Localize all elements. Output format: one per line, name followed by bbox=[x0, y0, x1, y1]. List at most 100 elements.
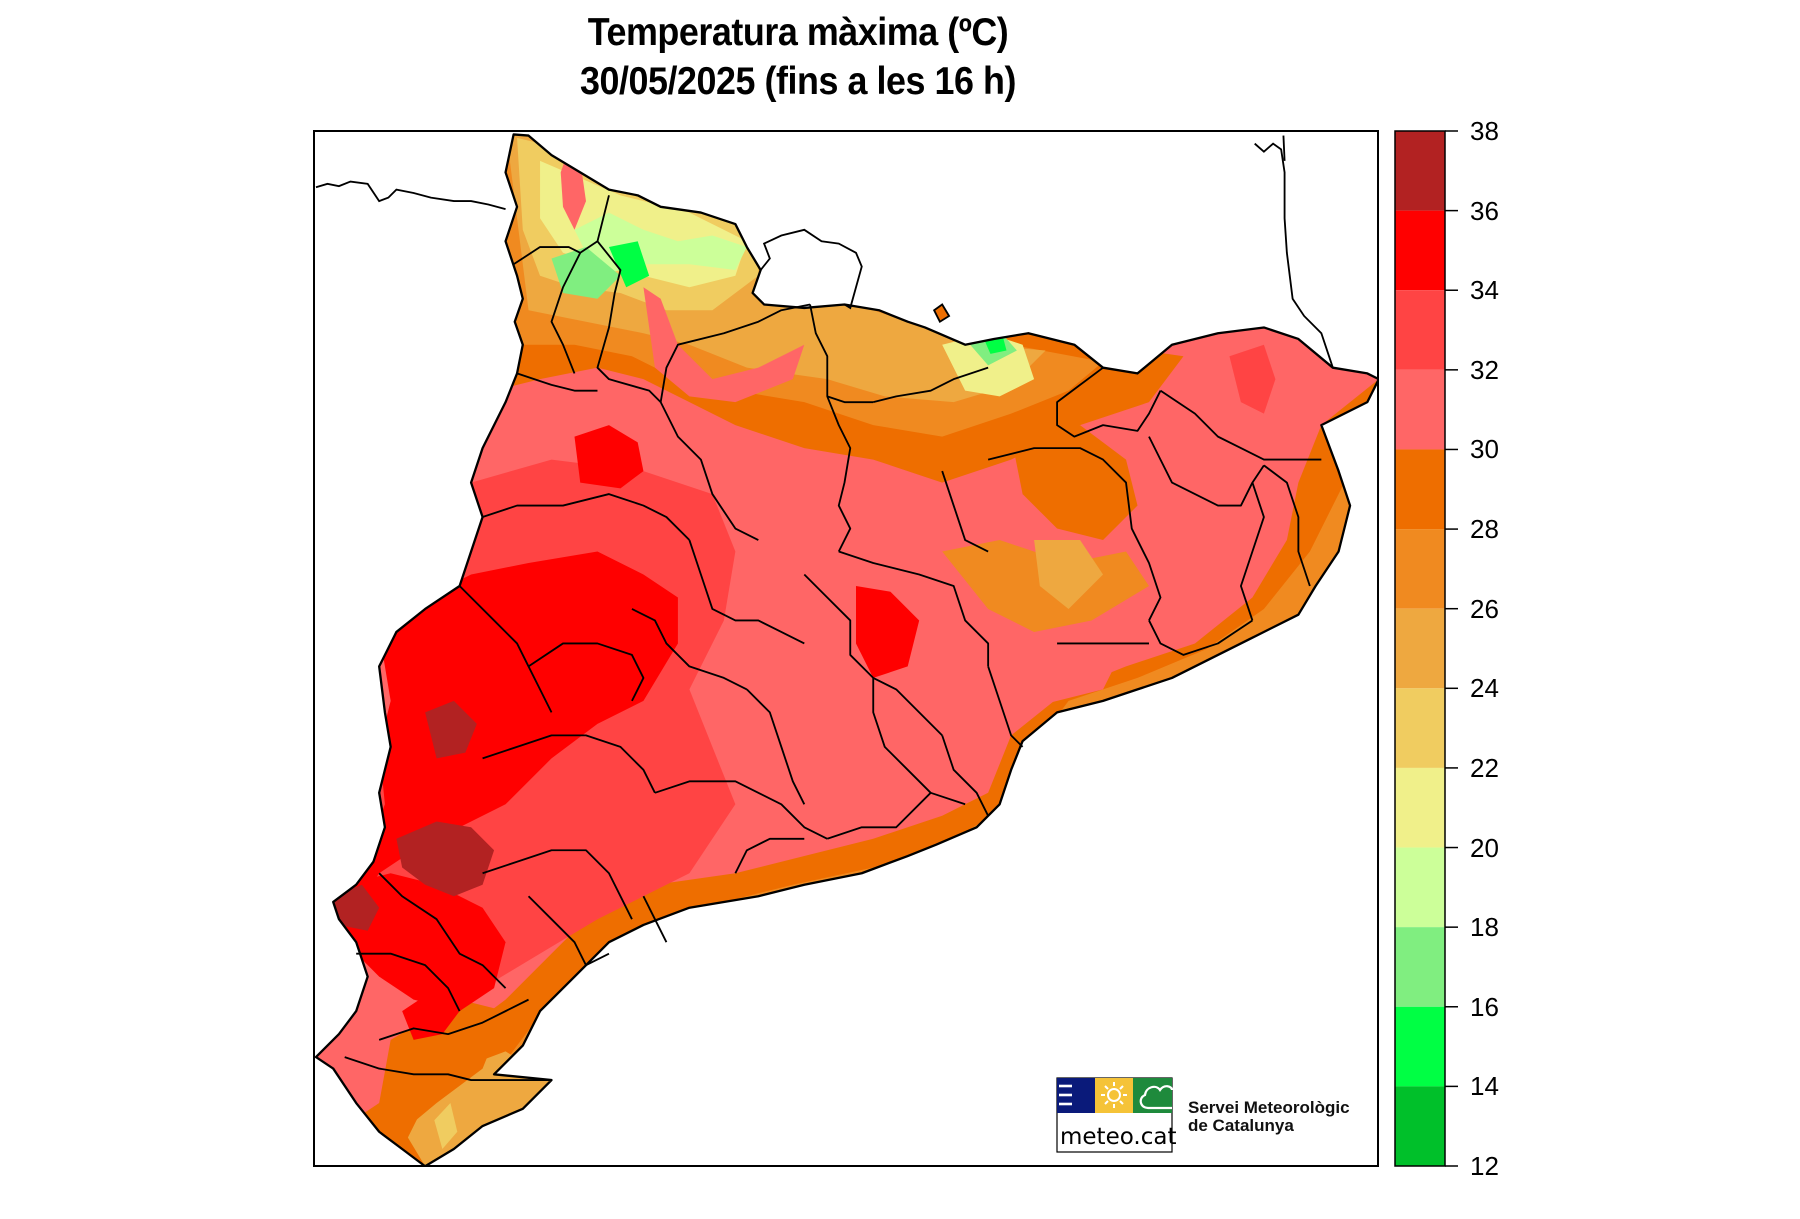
border-baix-camp bbox=[527, 895, 610, 967]
border-pla-urgell bbox=[528, 642, 645, 702]
border-girones bbox=[1148, 436, 1265, 507]
border-urgell bbox=[631, 608, 748, 691]
border-anoia bbox=[803, 573, 943, 737]
border-garrotxa bbox=[1056, 366, 1162, 438]
sun-icon bbox=[1101, 1082, 1127, 1108]
map-layer bbox=[314, 133, 1378, 1166]
map-subtitle: 30/05/2025 (fins a les 16 h) bbox=[580, 60, 1016, 103]
border-alt-urgell bbox=[659, 303, 811, 403]
meteocat-logo bbox=[1056, 1077, 1174, 1153]
colorbar-bin-26-28 bbox=[1395, 529, 1445, 609]
colorbar-tick-label: 26 bbox=[1470, 593, 1499, 624]
border-maresme bbox=[1148, 619, 1253, 656]
colorbar-tick-label: 30 bbox=[1470, 434, 1499, 465]
zone-montseny-orange bbox=[1034, 540, 1104, 609]
border-osona bbox=[987, 447, 1162, 621]
border-alt-camp bbox=[746, 688, 806, 805]
border-segria bbox=[458, 585, 553, 713]
colorbar-bin-30-32 bbox=[1395, 369, 1445, 450]
colorbar-bin-34-36 bbox=[1395, 210, 1445, 291]
border-alta-ribagorca bbox=[516, 372, 598, 392]
waves-icon bbox=[1059, 1084, 1072, 1106]
zone-anoia-34-36 bbox=[856, 585, 920, 678]
colorbar-bin-32-34 bbox=[1395, 290, 1445, 370]
colorbar-tick-label: 32 bbox=[1470, 354, 1499, 385]
colorbar-bin-18-20 bbox=[1395, 847, 1445, 928]
zone-garrotxa-32-34 bbox=[1229, 344, 1276, 414]
colorbar bbox=[1394, 130, 1458, 1167]
colorbar-tick-label: 18 bbox=[1470, 912, 1499, 943]
border-garrigues bbox=[482, 734, 656, 794]
border-alt-emporda bbox=[1159, 389, 1322, 461]
border-ribera bbox=[378, 872, 507, 989]
cloud-icon bbox=[1139, 1085, 1174, 1110]
border-pallars-sobira bbox=[596, 240, 662, 403]
border-pallars bbox=[550, 252, 582, 374]
border-terra-alta bbox=[356, 952, 461, 1012]
colorbar-tick-label: 14 bbox=[1470, 1071, 1499, 1102]
border-andorra bbox=[759, 228, 863, 310]
colorbar-bin-28-30 bbox=[1395, 449, 1445, 530]
border-roussillon bbox=[1282, 135, 1286, 161]
border-bergueda bbox=[826, 396, 852, 552]
colorbar-tick-label: 22 bbox=[1470, 752, 1499, 783]
logo-org-line1: Servei Meteorològic bbox=[1188, 1098, 1350, 1117]
border-valles-occ bbox=[987, 666, 1024, 748]
border-aran bbox=[513, 195, 610, 266]
zone-hot-36-38-a bbox=[425, 700, 477, 759]
colorbar-bin-20-22 bbox=[1395, 767, 1445, 848]
border-cerdanya bbox=[809, 304, 874, 404]
comarca-borders bbox=[314, 133, 1378, 1166]
border-solsones bbox=[659, 401, 759, 541]
zone-osona-28-30 bbox=[1011, 425, 1138, 541]
zone-south-34-36 bbox=[402, 988, 460, 1040]
colorbar-tick-label: 12 bbox=[1470, 1151, 1499, 1181]
colorbar-tick-label: 24 bbox=[1470, 673, 1499, 704]
zone-west-34-36 bbox=[344, 551, 678, 908]
zone-north-34-36 bbox=[574, 425, 644, 489]
border-noguera bbox=[482, 493, 691, 541]
zone-pyrenees-16-18 bbox=[551, 247, 621, 299]
border-priorat bbox=[482, 849, 633, 920]
border-baix-ebre bbox=[378, 998, 529, 1041]
border-selva bbox=[1240, 482, 1265, 621]
colorbar-tick-label: 20 bbox=[1470, 832, 1499, 863]
border-moianes bbox=[941, 470, 989, 553]
colorbar-frame bbox=[1394, 130, 1446, 1167]
zone-segrià-34-36-b bbox=[344, 873, 506, 1012]
colorbar-tick-label: 38 bbox=[1470, 116, 1499, 146]
colorbar-tick-label: 34 bbox=[1470, 275, 1499, 306]
island-medes bbox=[932, 303, 951, 324]
border-conca bbox=[654, 780, 828, 840]
zone-hot-36-38-b bbox=[396, 821, 495, 897]
colorbar-tick-label: 16 bbox=[1470, 991, 1499, 1022]
border-baix-llobregat bbox=[941, 735, 989, 817]
logo-org-line2: de Catalunya bbox=[1188, 1116, 1294, 1135]
zone-hot-36-38-c bbox=[333, 884, 380, 931]
colorbar-bin-14-16 bbox=[1395, 1006, 1445, 1087]
border-france-east bbox=[1254, 142, 1334, 368]
border-bages bbox=[838, 550, 990, 667]
zone-pyrenees-14-16 bbox=[608, 241, 650, 288]
border-baix-emporda bbox=[1263, 464, 1311, 587]
logo-wordmark: meteo.cat bbox=[1060, 1124, 1177, 1150]
map-title: Temperatura màxima (ºC) bbox=[587, 11, 1009, 54]
border-tarragones bbox=[642, 895, 668, 943]
border-montsia bbox=[344, 1056, 552, 1081]
colorbar-bin-16-18 bbox=[1395, 927, 1445, 1007]
zone-delta-22-24 bbox=[434, 1103, 458, 1149]
border-baix-penedes bbox=[734, 837, 805, 874]
border-garraf bbox=[826, 792, 932, 840]
zone-vallès-30-32 bbox=[988, 643, 1115, 713]
colorbar-tick-label: 36 bbox=[1470, 195, 1499, 226]
border-segarra bbox=[688, 539, 805, 645]
border-penedes bbox=[872, 677, 966, 806]
colorbar-bin-12-14 bbox=[1395, 1086, 1445, 1166]
map-frame bbox=[313, 130, 1379, 1167]
colorbar-tick-label: 28 bbox=[1470, 514, 1499, 545]
external-borders bbox=[315, 135, 1334, 368]
colorbar-bin-22-24 bbox=[1395, 688, 1445, 768]
colorbar-bin-36-38 bbox=[1395, 131, 1445, 211]
border-ripolles bbox=[873, 366, 989, 404]
